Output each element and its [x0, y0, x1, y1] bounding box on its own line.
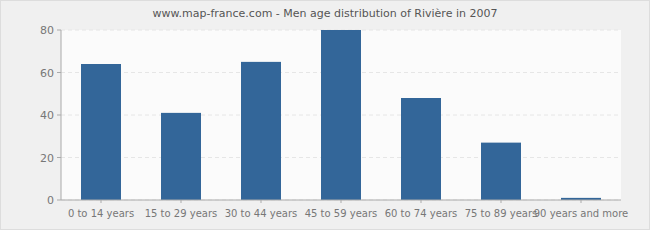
bar	[321, 30, 361, 200]
grid-line	[61, 200, 621, 201]
tick-label: 80	[40, 24, 54, 37]
plot-area	[61, 30, 621, 200]
tick-mark	[57, 72, 61, 73]
bar	[161, 113, 201, 200]
tick-label: 0 to 14 years	[68, 208, 134, 219]
tick-label: 90 years and more	[534, 208, 629, 219]
background	[1, 1, 650, 230]
bar	[401, 98, 441, 200]
bar	[81, 64, 121, 200]
tick-mark	[57, 115, 61, 116]
tick-label: 15 to 29 years	[145, 208, 218, 219]
x-axis	[61, 200, 621, 201]
bar	[481, 143, 521, 200]
bars	[81, 30, 601, 200]
tick-label: 40	[40, 109, 54, 122]
tick-mark	[57, 30, 61, 31]
tick-label: 30 to 44 years	[225, 208, 298, 219]
tick-label: 0	[47, 194, 54, 207]
tick-mark	[57, 200, 61, 201]
title: www.map-france.com - Men age distributio…	[153, 7, 498, 20]
tick-label: 60 to 74 years	[385, 208, 458, 219]
tick-label: 45 to 59 years	[305, 208, 378, 219]
chart: www.map-france.com - Men age distributio…	[0, 0, 650, 230]
tick-label: 60	[40, 67, 54, 80]
bar	[241, 62, 281, 200]
tick-label: 75 to 89 years	[465, 208, 538, 219]
y-axis	[61, 30, 62, 200]
tick-label: 20	[40, 152, 54, 165]
tick-mark	[57, 157, 61, 158]
